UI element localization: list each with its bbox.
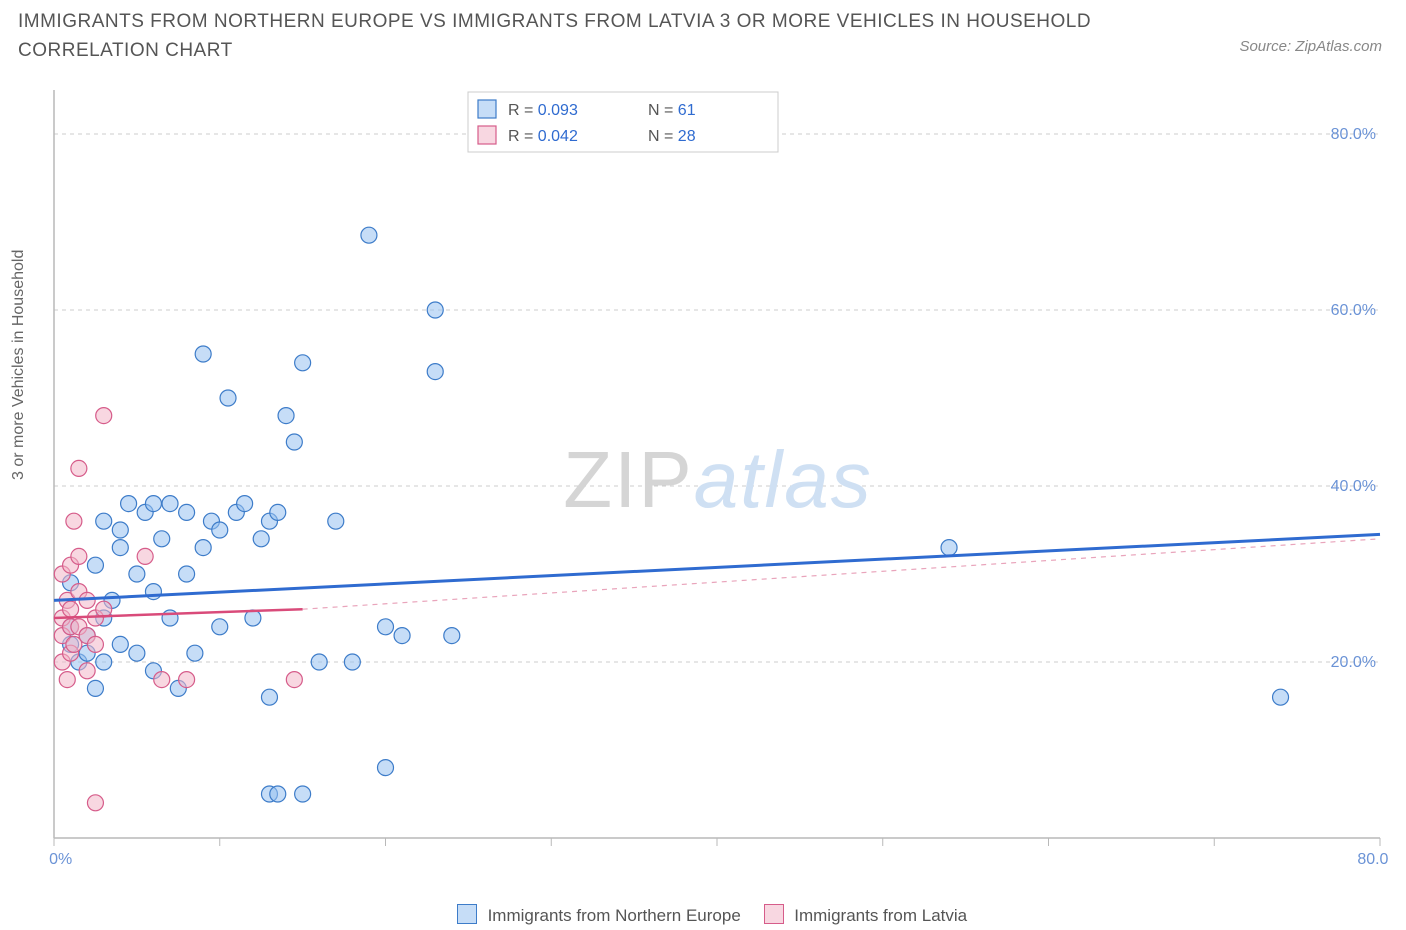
data-point [278, 408, 294, 424]
data-point [394, 628, 410, 644]
data-point [311, 654, 327, 670]
data-point [212, 522, 228, 538]
data-point [270, 786, 286, 802]
y-tick-label: 20.0% [1331, 654, 1376, 671]
data-point [444, 628, 460, 644]
data-point [112, 522, 128, 538]
data-point [71, 548, 87, 564]
x-tick-label: 0.0% [48, 851, 72, 868]
data-point [344, 654, 360, 670]
trend-line-blue [54, 534, 1380, 600]
legend-n-label: N = 61 [648, 102, 696, 119]
series [63, 227, 1289, 802]
y-axis-label: 3 or more Vehicles in Household [10, 250, 28, 480]
data-point [220, 390, 236, 406]
data-point [96, 654, 112, 670]
legend-r-label: R = 0.093 [508, 102, 578, 119]
legend-swatch-blue [457, 904, 477, 924]
plot-area: ZIPatlas 20.0%40.0%60.0%80.0%0.0%80.0%R … [48, 90, 1388, 870]
data-point [237, 496, 253, 512]
series [54, 408, 302, 811]
data-point [59, 672, 75, 688]
trend-line-pink-dash [303, 539, 1380, 609]
data-point [295, 355, 311, 371]
data-point [378, 760, 394, 776]
data-point [270, 504, 286, 520]
data-point [79, 663, 95, 679]
legend-swatch [478, 100, 496, 118]
data-point [286, 434, 302, 450]
data-point [112, 540, 128, 556]
data-point [295, 786, 311, 802]
x-tick-label: 80.0% [1357, 851, 1388, 868]
data-point [162, 496, 178, 512]
data-point [71, 460, 87, 476]
legend-label-blue: Immigrants from Northern Europe [488, 906, 741, 925]
legend-swatch [478, 126, 496, 144]
data-point [129, 645, 145, 661]
data-point [187, 645, 203, 661]
data-point [286, 672, 302, 688]
data-point [154, 672, 170, 688]
y-tick-label: 80.0% [1331, 126, 1376, 143]
bottom-legend: Immigrants from Northern Europe Immigran… [0, 904, 1406, 926]
data-point [96, 408, 112, 424]
data-point [145, 496, 161, 512]
data-point [179, 566, 195, 582]
scatter-svg: 20.0% 40.0% 60.0% 80.0% 0.0% 80.0% R = 0.093 N … [48, 90, 1388, 870]
data-point [162, 610, 178, 626]
data-point [87, 680, 103, 696]
data-point [63, 601, 79, 617]
data-point [87, 795, 103, 811]
data-point [179, 504, 195, 520]
data-point [328, 513, 344, 529]
chart-title: IMMIGRANTS FROM NORTHERN EUROPE VS IMMIG… [18, 8, 1206, 65]
data-point [212, 619, 228, 635]
data-point [129, 566, 145, 582]
source-label: Source: ZipAtlas.com [1239, 38, 1382, 55]
data-point [121, 496, 137, 512]
data-point [66, 513, 82, 529]
data-point [87, 636, 103, 652]
data-point [378, 619, 394, 635]
legend-swatch-pink [764, 904, 784, 924]
data-point [137, 548, 153, 564]
data-point [179, 672, 195, 688]
y-tick-label: 40.0% [1331, 478, 1376, 495]
legend-label-pink: Immigrants from Latvia [794, 906, 967, 925]
data-point [112, 636, 128, 652]
data-point [261, 689, 277, 705]
data-point [154, 531, 170, 547]
data-point [427, 364, 443, 380]
data-point [87, 557, 103, 573]
data-point [195, 346, 211, 362]
legend-r-label: R = 0.042 [508, 128, 578, 145]
data-point [253, 531, 269, 547]
data-point [96, 513, 112, 529]
data-point [427, 302, 443, 318]
legend-n-label: N = 28 [648, 128, 696, 145]
data-point [361, 227, 377, 243]
data-point [195, 540, 211, 556]
data-point [941, 540, 957, 556]
y-tick-label: 60.0% [1331, 302, 1376, 319]
data-point [1273, 689, 1289, 705]
